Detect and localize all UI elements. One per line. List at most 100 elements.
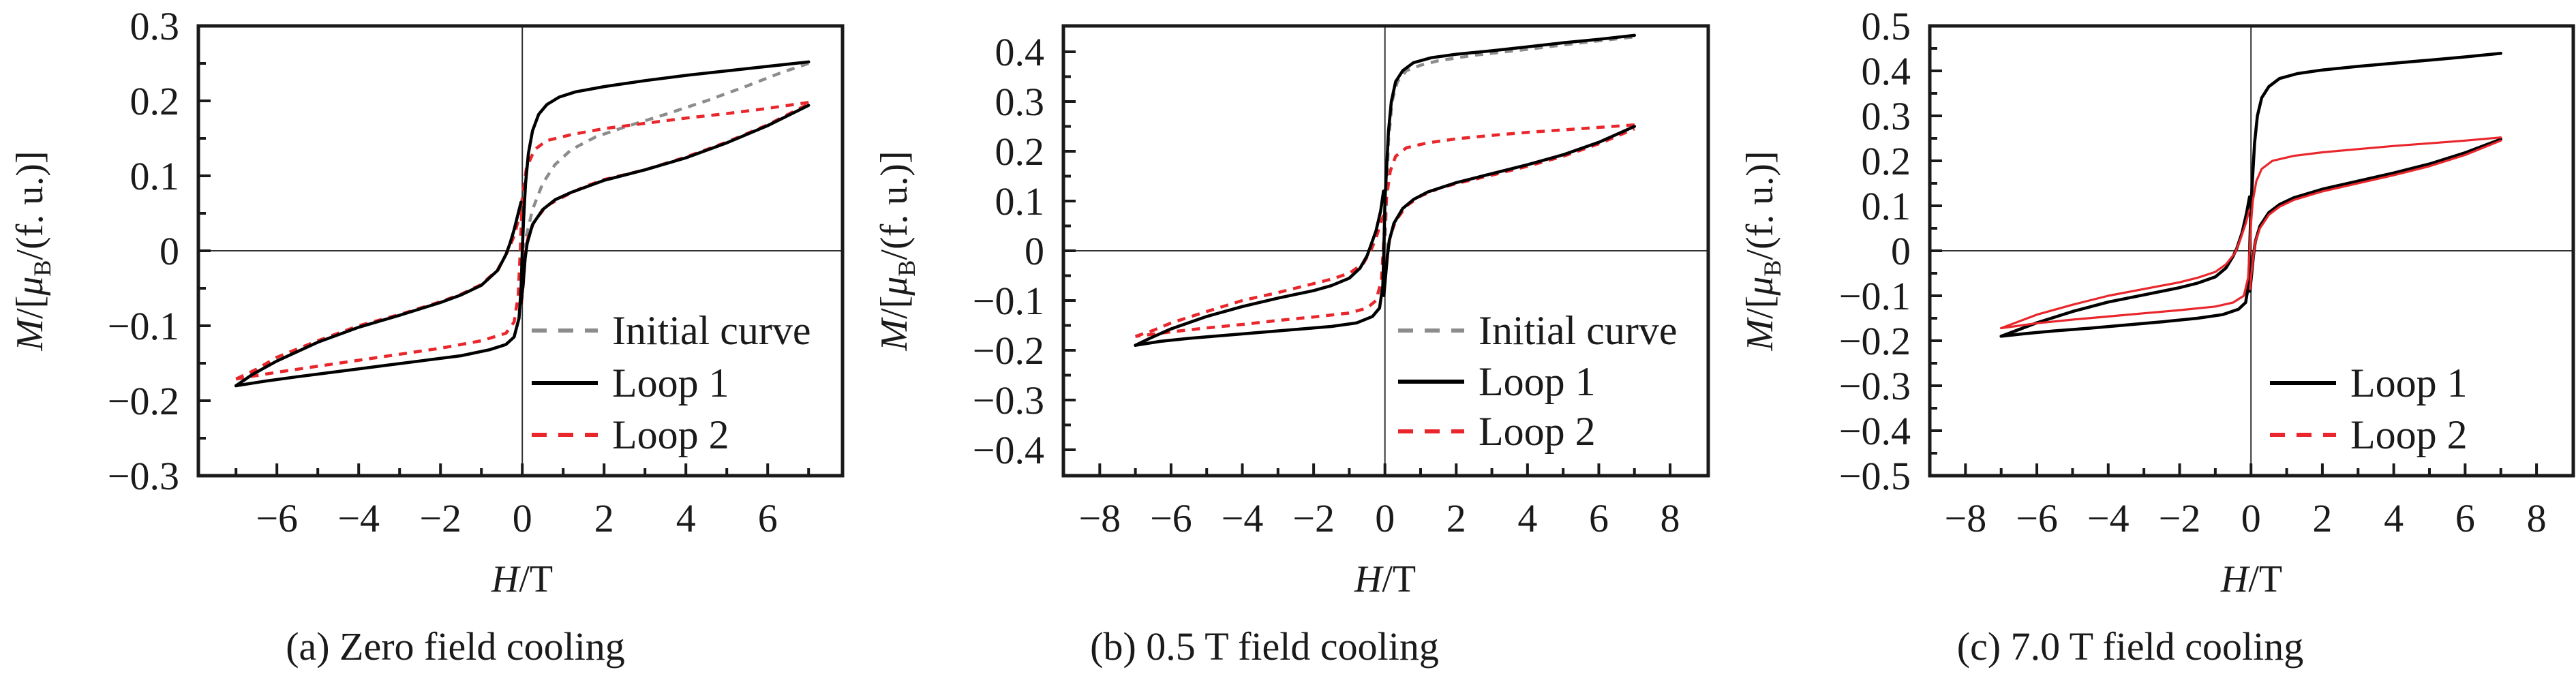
x-tick-label: 2 bbox=[594, 496, 614, 540]
y-tick-label: 0.3 bbox=[1862, 94, 1911, 138]
y-tick-label: 0.2 bbox=[1862, 139, 1911, 183]
panel-caption: (b) 0.5 T field cooling bbox=[1090, 624, 1439, 669]
x-tick-label: −4 bbox=[2087, 496, 2130, 540]
series-initial-curve-line bbox=[521, 61, 809, 251]
y-label-subscript: B bbox=[29, 260, 56, 277]
legend: Loop 1 Loop 2 bbox=[2270, 361, 2468, 457]
y-label-symbol: M bbox=[9, 317, 51, 352]
x-label-symbol: H bbox=[1354, 558, 1384, 600]
series-group bbox=[234, 60, 810, 388]
y-tick-label: −0.1 bbox=[108, 304, 179, 348]
x-tick-label: −8 bbox=[1944, 496, 1986, 540]
y-label-symbol: M bbox=[873, 317, 915, 352]
y-label-mu: μ bbox=[1739, 277, 1781, 296]
panel-caption: (c) 7.0 T field cooling bbox=[1957, 624, 2303, 669]
x-label-unit: /T bbox=[2248, 558, 2282, 600]
panel-caption: (a) Zero field cooling bbox=[286, 624, 625, 669]
legend: Initial curve Loop 1 Loop 2 bbox=[532, 308, 811, 457]
x-axis-label: H/T bbox=[2220, 558, 2282, 600]
y-label-unit: /(f. u.)] bbox=[9, 151, 51, 260]
legend-item: Loop 2 bbox=[2270, 412, 2468, 457]
y-label-unit: /(f. u.)] bbox=[1739, 151, 1781, 260]
series-loop-1-line bbox=[1999, 52, 2502, 338]
y-tick-label: −0.5 bbox=[1839, 454, 1911, 498]
legend-item: Loop 1 bbox=[532, 361, 729, 405]
series-initial-curve-line bbox=[1383, 35, 1635, 251]
series-loop-2-line bbox=[2249, 139, 2502, 290]
y-tick-label: −0.2 bbox=[1839, 319, 1911, 363]
y-tick-label: −0.4 bbox=[973, 428, 1044, 472]
y-axis-label: M/[μB/(f. u.)] bbox=[9, 151, 56, 351]
y-tick-label: −0.3 bbox=[108, 454, 179, 498]
y-axis-label: M/[μB/(f. u.)] bbox=[1739, 151, 1786, 351]
x-tick-label: −6 bbox=[1150, 496, 1192, 540]
x-label-unit: /T bbox=[519, 558, 553, 600]
y-label-text: /[ bbox=[1739, 296, 1781, 319]
legend-label: Loop 2 bbox=[2350, 412, 2468, 457]
y-tick-label: 0.1 bbox=[130, 154, 180, 198]
x-tick-label: −4 bbox=[1222, 496, 1264, 540]
panel-c: −8 −6 −4 −2 0 2 4 6 8−0.5−0.4−0.3−0.2−0.100.10.2… bbox=[1739, 4, 2575, 669]
legend: Initial curve Loop 1 Loop 2 bbox=[1398, 308, 1678, 454]
y-label-unit: /(f. u.)] bbox=[873, 151, 915, 260]
x-tick-label: 4 bbox=[676, 496, 696, 540]
x-tick-label: 0 bbox=[2241, 496, 2261, 540]
x-label-symbol: H bbox=[491, 558, 521, 600]
y-tick-label: 0 bbox=[1025, 229, 1044, 273]
y-label-symbol: M bbox=[1739, 317, 1781, 352]
y-tick-label: −0.3 bbox=[1839, 364, 1911, 408]
series-loop-2-line bbox=[519, 102, 810, 304]
y-tick-label: 0.3 bbox=[130, 4, 180, 48]
y-tick-label: 0.5 bbox=[1862, 4, 1911, 48]
x-tick-label: −6 bbox=[2016, 496, 2058, 540]
x-tick-label: 4 bbox=[2384, 496, 2404, 540]
legend-label: Loop 1 bbox=[2350, 361, 2468, 405]
series-loop-2-line bbox=[2000, 209, 2251, 330]
x-tick-label: 2 bbox=[2312, 496, 2332, 540]
y-label-mu: μ bbox=[873, 277, 915, 296]
x-tick-label: 0 bbox=[1375, 496, 1395, 540]
x-tick-label: −6 bbox=[256, 496, 298, 540]
x-tick-label: 4 bbox=[1517, 496, 1537, 540]
y-tick-label: −0.3 bbox=[973, 378, 1044, 423]
legend-label: Initial curve bbox=[612, 308, 811, 353]
x-tick-label: −4 bbox=[337, 496, 380, 540]
series-group bbox=[1999, 52, 2502, 338]
x-label-unit: /T bbox=[1382, 558, 1416, 600]
legend-item: Loop 2 bbox=[1398, 409, 1596, 454]
series-loop-2-line bbox=[1134, 210, 1387, 338]
legend-label: Loop 1 bbox=[1479, 359, 1596, 404]
y-label-text: /[ bbox=[873, 296, 915, 319]
y-tick-label: −0.4 bbox=[1839, 409, 1911, 453]
series-loop-1-line bbox=[234, 60, 810, 388]
y-tick-label: −0.2 bbox=[108, 379, 179, 423]
legend-label: Loop 2 bbox=[612, 412, 729, 457]
y-tick-label: 0.3 bbox=[995, 80, 1045, 124]
x-tick-label: 8 bbox=[1661, 496, 1680, 540]
panel-a: −6 −4 −2 0 2 4 6 −0.3 −0.2 −0.1 0 0.1 0.2 0.3 M/[μB/(f… bbox=[9, 4, 845, 669]
legend-item: Loop 2 bbox=[532, 412, 729, 457]
series-loop-2-line bbox=[2000, 136, 2502, 330]
legend-label: Loop 1 bbox=[612, 361, 729, 405]
legend-item: Loop 1 bbox=[2270, 361, 2468, 405]
series-loop-2-line bbox=[1382, 127, 1635, 291]
y-axis-label: M/[μB/(f. u.)] bbox=[873, 151, 920, 351]
y-tick-label: 0.1 bbox=[1862, 184, 1911, 228]
y-tick-label: 0 bbox=[1891, 229, 1911, 273]
series-group bbox=[1134, 33, 1637, 347]
series-loop-1-line bbox=[1134, 189, 1385, 347]
x-tick-label: 0 bbox=[513, 496, 532, 540]
legend-label: Loop 2 bbox=[1479, 409, 1596, 454]
x-tick-label: 6 bbox=[2455, 496, 2475, 540]
y-tick-label: 0.2 bbox=[130, 79, 180, 123]
legend-label: Initial curve bbox=[1479, 308, 1678, 353]
y-tick-label: 0.2 bbox=[995, 129, 1045, 174]
panel-b: −8 −6 −4 −2 0 2 4 6 8 −0.4 −0.3 −0.2 −0.1 0 0.1 0.2 0.3 0… bbox=[873, 24, 1710, 669]
y-tick-label: 0.1 bbox=[995, 179, 1045, 224]
x-axis-label: H/T bbox=[491, 558, 553, 600]
x-tick-label: −2 bbox=[1292, 496, 1335, 540]
x-tick-label: −8 bbox=[1078, 496, 1121, 540]
legend-item: Initial curve bbox=[532, 308, 811, 353]
series-loop-1-line bbox=[519, 104, 810, 305]
